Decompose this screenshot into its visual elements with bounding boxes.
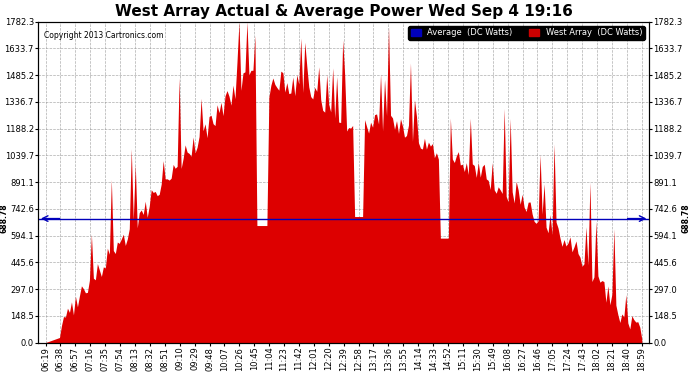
Legend: Average  (DC Watts), West Array  (DC Watts): Average (DC Watts), West Array (DC Watts… — [408, 26, 645, 40]
Text: 688.78: 688.78 — [0, 204, 9, 233]
Text: Copyright 2013 Cartronics.com: Copyright 2013 Cartronics.com — [44, 32, 164, 40]
Title: West Array Actual & Average Power Wed Sep 4 19:16: West Array Actual & Average Power Wed Se… — [115, 4, 573, 19]
Text: 688.78: 688.78 — [682, 204, 690, 233]
